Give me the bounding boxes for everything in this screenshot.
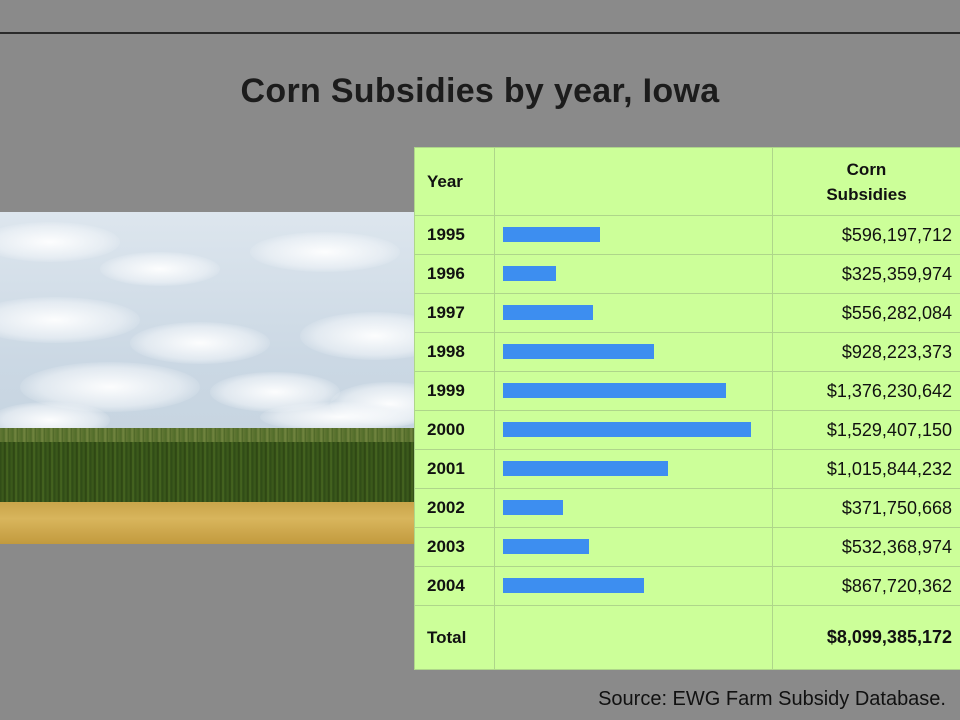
bar-cell (494, 332, 773, 372)
stubble-field (0, 502, 420, 544)
bar-1999 (503, 383, 726, 398)
bar-cell (494, 410, 773, 450)
bar-2002 (503, 500, 563, 515)
bar-2000 (503, 422, 751, 437)
subsidy-value: $371,750,668 (772, 488, 960, 528)
bar-1998 (503, 344, 654, 359)
subsidy-value: $1,376,230,642 (772, 371, 960, 411)
header-bar-column (494, 147, 773, 216)
subsidy-value: $532,368,974 (772, 527, 960, 567)
subsidy-table: Year Corn Subsidies 1995 $596,197,712 1996… (414, 147, 960, 670)
table-row: 1997 $556,282,084 (414, 293, 960, 333)
table-row: 1998 $928,223,373 (414, 332, 960, 372)
subsidy-value: $928,223,373 (772, 332, 960, 372)
table-row: 2001 $1,015,844,232 (414, 449, 960, 489)
bar-2001 (503, 461, 668, 476)
year-label: 1995 (414, 215, 495, 255)
bar-cell (494, 371, 773, 411)
header-year: Year (414, 147, 495, 216)
header-corn-subsidies-line1: Corn (846, 159, 887, 179)
total-label: Total (414, 605, 495, 670)
bar-cell (494, 293, 773, 333)
cornfield-photo (0, 212, 420, 544)
year-label: 2000 (414, 410, 495, 450)
bar-1996 (503, 266, 556, 281)
total-value: $8,099,385,172 (772, 605, 960, 670)
top-rule (0, 32, 960, 34)
bar-cell (494, 215, 773, 255)
year-label: 1998 (414, 332, 495, 372)
total-row: Total $8,099,385,172 (414, 605, 960, 670)
table-row: 1996 $325,359,974 (414, 254, 960, 294)
year-label: 2003 (414, 527, 495, 567)
subsidy-value: $867,720,362 (772, 566, 960, 606)
year-label: 1996 (414, 254, 495, 294)
bar-1995 (503, 227, 600, 242)
year-label: 2001 (414, 449, 495, 489)
bar-cell (494, 254, 773, 294)
year-label: 1999 (414, 371, 495, 411)
bar-2004 (503, 578, 644, 593)
subsidy-value: $1,015,844,232 (772, 449, 960, 489)
year-label: 1997 (414, 293, 495, 333)
bar-1997 (503, 305, 593, 320)
bar-2003 (503, 539, 589, 554)
table-row: 1995 $596,197,712 (414, 215, 960, 255)
table-row: 2002 $371,750,668 (414, 488, 960, 528)
subsidy-value: $325,359,974 (772, 254, 960, 294)
year-label: 2004 (414, 566, 495, 606)
header-corn-subsidies: Corn Subsidies (772, 147, 960, 216)
table-row: 2000 $1,529,407,150 (414, 410, 960, 450)
subsidy-value: $556,282,084 (772, 293, 960, 333)
year-label: 2002 (414, 488, 495, 528)
table-row: 1999 $1,376,230,642 (414, 371, 960, 411)
bar-cell (494, 449, 773, 489)
header-corn-subsidies-line2: Subsidies (826, 184, 907, 204)
source-note: Source: EWG Farm Subsidy Database. (598, 688, 946, 710)
bar-cell (494, 566, 773, 606)
table-row: 2004 $867,720,362 (414, 566, 960, 606)
subsidy-value: $596,197,712 (772, 215, 960, 255)
bar-cell (494, 488, 773, 528)
page-title: Corn Subsidies by year, Iowa (240, 72, 720, 110)
subsidy-value: $1,529,407,150 (772, 410, 960, 450)
table-row: 2003 $532,368,974 (414, 527, 960, 567)
bar-cell (494, 527, 773, 567)
total-bar-cell (494, 605, 773, 670)
